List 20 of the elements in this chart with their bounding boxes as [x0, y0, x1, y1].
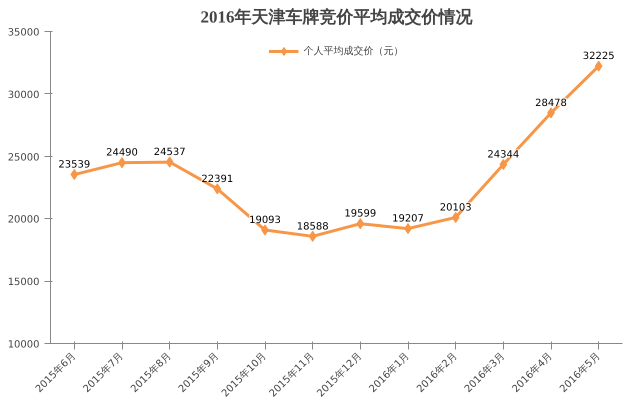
data-label: 19599	[344, 208, 376, 220]
data-label: 23539	[58, 160, 90, 171]
y-tick-label: 15000	[8, 277, 40, 288]
data-label: 18588	[296, 221, 329, 232]
y-tick-label: 35000	[8, 28, 40, 38]
chart-title: 2016年天津车牌竞价平均成交价情况	[200, 8, 474, 26]
data-label: 19093	[249, 215, 281, 226]
data-label: 32225	[582, 51, 615, 62]
y-tick-label: 30000	[8, 90, 40, 101]
data-label: 24344	[487, 149, 520, 160]
y-tick-label: 20000	[8, 214, 40, 226]
y-tick-label: 25000	[8, 152, 40, 164]
data-label: 19207	[392, 214, 424, 225]
data-label: 22391	[201, 174, 234, 185]
legend-label: 个人平均成交价（元）	[304, 44, 404, 58]
data-label: 28478	[535, 98, 567, 109]
data-label: 24537	[154, 147, 186, 158]
y-tick-label: 10000	[8, 340, 40, 350]
data-label: 24490	[106, 148, 138, 159]
data-label: 20103	[440, 202, 472, 214]
